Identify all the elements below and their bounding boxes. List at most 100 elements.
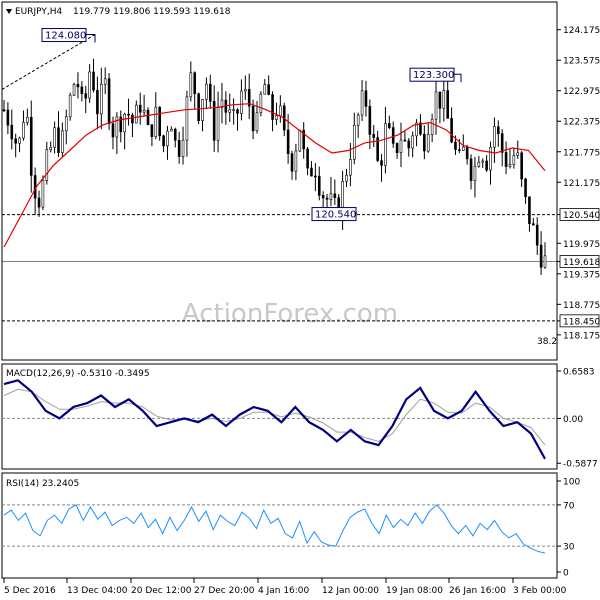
callout-label: 124.080 bbox=[45, 31, 86, 42]
watermark: ActionForex.com bbox=[182, 299, 398, 329]
candle bbox=[524, 178, 527, 198]
candle bbox=[411, 135, 414, 149]
candle bbox=[18, 137, 21, 144]
candle bbox=[64, 116, 68, 132]
candle bbox=[352, 124, 356, 160]
candle bbox=[279, 105, 282, 116]
x-tick-label: 5 Dec 2016 bbox=[4, 586, 56, 596]
candle bbox=[446, 90, 449, 119]
candle bbox=[10, 124, 14, 140]
macd-tick-label: 0.00 bbox=[563, 415, 583, 425]
candle bbox=[477, 161, 481, 167]
rsi-tick-label: 100 bbox=[563, 478, 580, 488]
rsi-pane bbox=[1, 472, 558, 579]
candle bbox=[469, 158, 473, 181]
price-pane bbox=[1, 1, 558, 361]
candle bbox=[294, 150, 298, 172]
candle bbox=[532, 223, 535, 226]
candle bbox=[290, 153, 294, 172]
callout-pointer bbox=[86, 34, 96, 43]
candle bbox=[111, 123, 115, 138]
candle bbox=[473, 165, 477, 181]
candle bbox=[76, 84, 80, 88]
candle bbox=[173, 128, 177, 141]
candle bbox=[138, 104, 142, 113]
candle bbox=[391, 127, 395, 144]
candle bbox=[166, 130, 169, 147]
candle bbox=[535, 224, 539, 246]
candle bbox=[244, 89, 247, 92]
rsi-line bbox=[3, 504, 546, 554]
rsi-tick-label: 30 bbox=[563, 543, 575, 553]
candle bbox=[508, 164, 512, 167]
price-tick-label: 119.375 bbox=[563, 270, 600, 280]
candle bbox=[37, 197, 41, 208]
macd-title: MACD(12,26,9) -0.5310 -0.3495 bbox=[6, 369, 150, 379]
candle bbox=[271, 94, 274, 120]
candle bbox=[376, 137, 379, 161]
candle bbox=[286, 129, 290, 154]
candle bbox=[454, 141, 457, 150]
candle bbox=[197, 93, 200, 121]
candle bbox=[240, 90, 243, 114]
candle bbox=[434, 91, 438, 120]
candle bbox=[516, 152, 520, 156]
price-tick-label: 121.175 bbox=[563, 179, 600, 189]
candle bbox=[115, 116, 119, 138]
candle bbox=[442, 90, 446, 109]
candle bbox=[395, 143, 399, 153]
price-tag bbox=[559, 208, 600, 221]
candle bbox=[142, 109, 146, 113]
candle bbox=[251, 105, 255, 132]
candle bbox=[22, 122, 25, 139]
candle bbox=[127, 113, 130, 116]
candle bbox=[100, 83, 103, 115]
candle bbox=[325, 197, 329, 200]
candle bbox=[45, 149, 49, 181]
candle bbox=[220, 99, 224, 109]
candle bbox=[461, 146, 465, 151]
candle bbox=[360, 90, 364, 116]
x-tick-label: 4 Jan 16:00 bbox=[258, 586, 310, 596]
candle bbox=[6, 109, 10, 126]
candle bbox=[306, 148, 309, 169]
candle bbox=[181, 139, 185, 157]
price-tick-label: 124.175 bbox=[563, 26, 600, 36]
candle bbox=[107, 78, 111, 124]
candle bbox=[496, 126, 500, 134]
triangle-down-icon[interactable] bbox=[6, 9, 12, 14]
candle bbox=[314, 175, 317, 178]
candle bbox=[2, 109, 6, 112]
candle bbox=[212, 101, 216, 141]
candle bbox=[96, 89, 99, 115]
candle bbox=[298, 129, 302, 152]
candle bbox=[275, 115, 278, 120]
candle bbox=[345, 174, 348, 182]
callout-label: 120.540 bbox=[315, 210, 356, 221]
candle bbox=[158, 106, 161, 137]
candle bbox=[103, 78, 107, 85]
candle bbox=[333, 193, 337, 198]
candle bbox=[53, 127, 56, 148]
rsi-tick-label: 70 bbox=[563, 501, 575, 511]
candle bbox=[170, 128, 173, 132]
candle bbox=[504, 152, 508, 167]
candle bbox=[489, 146, 492, 171]
candle bbox=[426, 134, 430, 152]
price-tick-label: 119.618 bbox=[563, 258, 600, 268]
price-tick-label: 122.375 bbox=[563, 118, 600, 128]
candle bbox=[539, 244, 543, 268]
candle bbox=[399, 139, 403, 153]
candle bbox=[302, 129, 305, 150]
x-tick-label: 19 Jan 08:00 bbox=[386, 586, 443, 596]
candle bbox=[493, 126, 496, 148]
candle bbox=[236, 109, 239, 114]
candle bbox=[84, 93, 88, 99]
candle bbox=[26, 116, 29, 123]
candle bbox=[430, 118, 434, 135]
moving-average-line bbox=[3, 103, 546, 248]
candle bbox=[259, 93, 263, 114]
candle bbox=[458, 149, 461, 151]
candle bbox=[119, 116, 123, 133]
candle bbox=[372, 134, 376, 138]
